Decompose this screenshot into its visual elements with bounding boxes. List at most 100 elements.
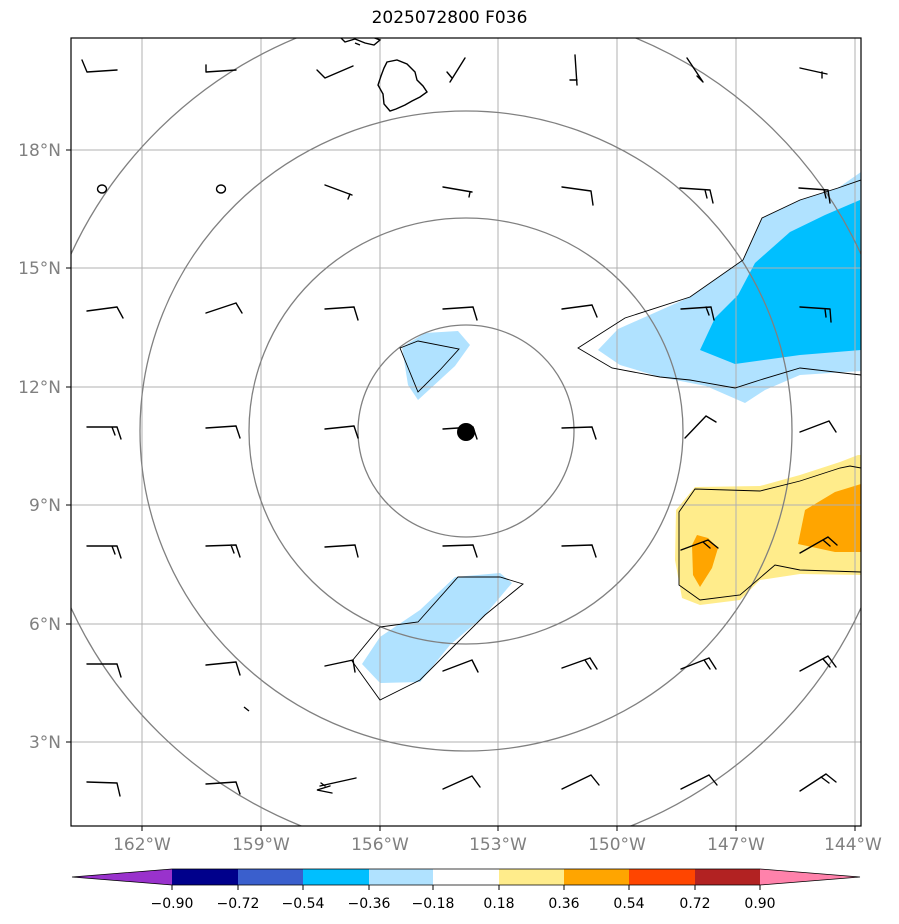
wind-barb (86, 426, 122, 440)
colorbar-extend-high (760, 869, 860, 885)
blue-fill-east (700, 200, 861, 364)
wind-barb (324, 306, 359, 321)
contour-east-negative (577, 179, 861, 389)
colorbar-segment (172, 869, 238, 885)
light-blue-fill-south (362, 573, 512, 683)
wind-barb (205, 781, 241, 795)
lat-label: 6°N (29, 615, 61, 635)
colorbar-extend-low (72, 869, 172, 885)
wind-barb (561, 186, 594, 206)
wind-barb (561, 304, 598, 318)
wind-barb (324, 544, 359, 558)
wind-barb (561, 657, 598, 670)
wind-barb (799, 67, 828, 79)
small-island-2 (215, 184, 227, 194)
wind-barb (205, 425, 241, 439)
wind-barb (86, 781, 121, 797)
colorbar-tick-label: 0.54 (613, 896, 644, 912)
wind-barb (679, 187, 714, 204)
colorbar-tick-label: 0.36 (548, 896, 579, 912)
wind-barb (680, 306, 715, 321)
wind-barb (324, 184, 353, 200)
wind-barb (442, 659, 479, 673)
wind-barb (324, 425, 359, 439)
range-ring-3 (139, 110, 793, 752)
wind-barb (561, 774, 600, 790)
lon-label: 150°W (588, 835, 646, 855)
contour-south-negative (351, 576, 524, 701)
yellow-fill-east (675, 455, 861, 605)
contour-center-negative (399, 340, 460, 393)
wind-barb (442, 544, 478, 558)
small-island-1 (96, 184, 108, 194)
tick-marks (66, 149, 856, 831)
colorbar-tick-label: −0.72 (217, 896, 260, 912)
wind-barb (324, 659, 356, 673)
colorbar-segment (629, 869, 695, 885)
lon-label: 153°W (469, 835, 527, 855)
colorbar-tick-label: 0.90 (744, 896, 775, 912)
small-island-3 (243, 706, 250, 712)
wind-barb (316, 65, 354, 79)
wind-barb (561, 426, 597, 440)
wind-barb (316, 777, 357, 794)
map-frame (70, 37, 862, 827)
wind-barb (798, 187, 831, 204)
wind-barbs (81, 54, 838, 797)
lon-label: 144°W (824, 835, 882, 855)
wind-barb (686, 57, 704, 83)
map-title: 2025072800 F036 (371, 8, 528, 28)
lat-label: 18°N (18, 141, 61, 161)
wind-barb (86, 545, 122, 559)
colorbar-segment (499, 869, 564, 885)
range-ring-2 (248, 217, 684, 645)
latitude-labels: 3°N 6°N 9°N 12°N 15°N 18°N (18, 141, 61, 753)
wind-barb (680, 539, 719, 551)
colorbar-tick-label: −0.54 (282, 896, 325, 912)
contour-east-positive (678, 465, 861, 601)
lat-label: 3°N (29, 733, 61, 753)
kahoolawe-coastline (354, 42, 361, 46)
lon-label: 147°W (707, 835, 765, 855)
storm-center-marker (457, 423, 475, 441)
range-ring-1 (357, 324, 575, 538)
wind-barb (680, 774, 718, 790)
lat-label: 9°N (29, 496, 61, 516)
colorbar-tick-label: 0.18 (483, 896, 514, 912)
range-rings (71, 38, 861, 826)
wind-barb (205, 64, 237, 73)
colorbar-tick-label: −0.18 (412, 896, 455, 912)
colorbar-segment (433, 869, 499, 885)
orange-fill-small (692, 535, 718, 587)
wind-barb (205, 661, 241, 676)
colorbar-tick-label: 0.72 (679, 896, 710, 912)
wind-barb (680, 657, 717, 670)
contour-lines (351, 179, 861, 701)
colorbar-segment (564, 869, 629, 885)
lat-label: 15°N (18, 259, 61, 279)
light-blue-fill-center (402, 331, 470, 400)
wind-barb (205, 302, 243, 314)
colorbar-tick-label: −0.90 (151, 896, 194, 912)
coastlines (96, 38, 428, 712)
wind-barb (684, 415, 717, 439)
negative-anomaly-fill (362, 172, 861, 683)
wind-barb (799, 420, 837, 433)
colorbar: −0.90 −0.72 −0.54 −0.36 −0.18 0.18 0.36 … (71, 868, 861, 912)
big-island-coastline (377, 59, 428, 112)
wind-barb (569, 54, 578, 86)
colorbar-segment (369, 869, 433, 885)
wind-barb (561, 544, 597, 558)
wind-barb (799, 536, 838, 554)
wind-barb (81, 59, 118, 73)
lat-label: 12°N (18, 378, 61, 398)
colorbar-tick-label: −0.36 (348, 896, 391, 912)
maui-coastline (340, 38, 382, 46)
longitude-labels: 162°W 159°W 156°W 153°W 150°W 147°W 144°… (113, 835, 882, 855)
wind-barb (205, 544, 241, 558)
colorbar-segment (238, 869, 303, 885)
wind-barb (442, 775, 481, 790)
colorbar-segment (695, 869, 760, 885)
wind-barb (446, 57, 466, 83)
